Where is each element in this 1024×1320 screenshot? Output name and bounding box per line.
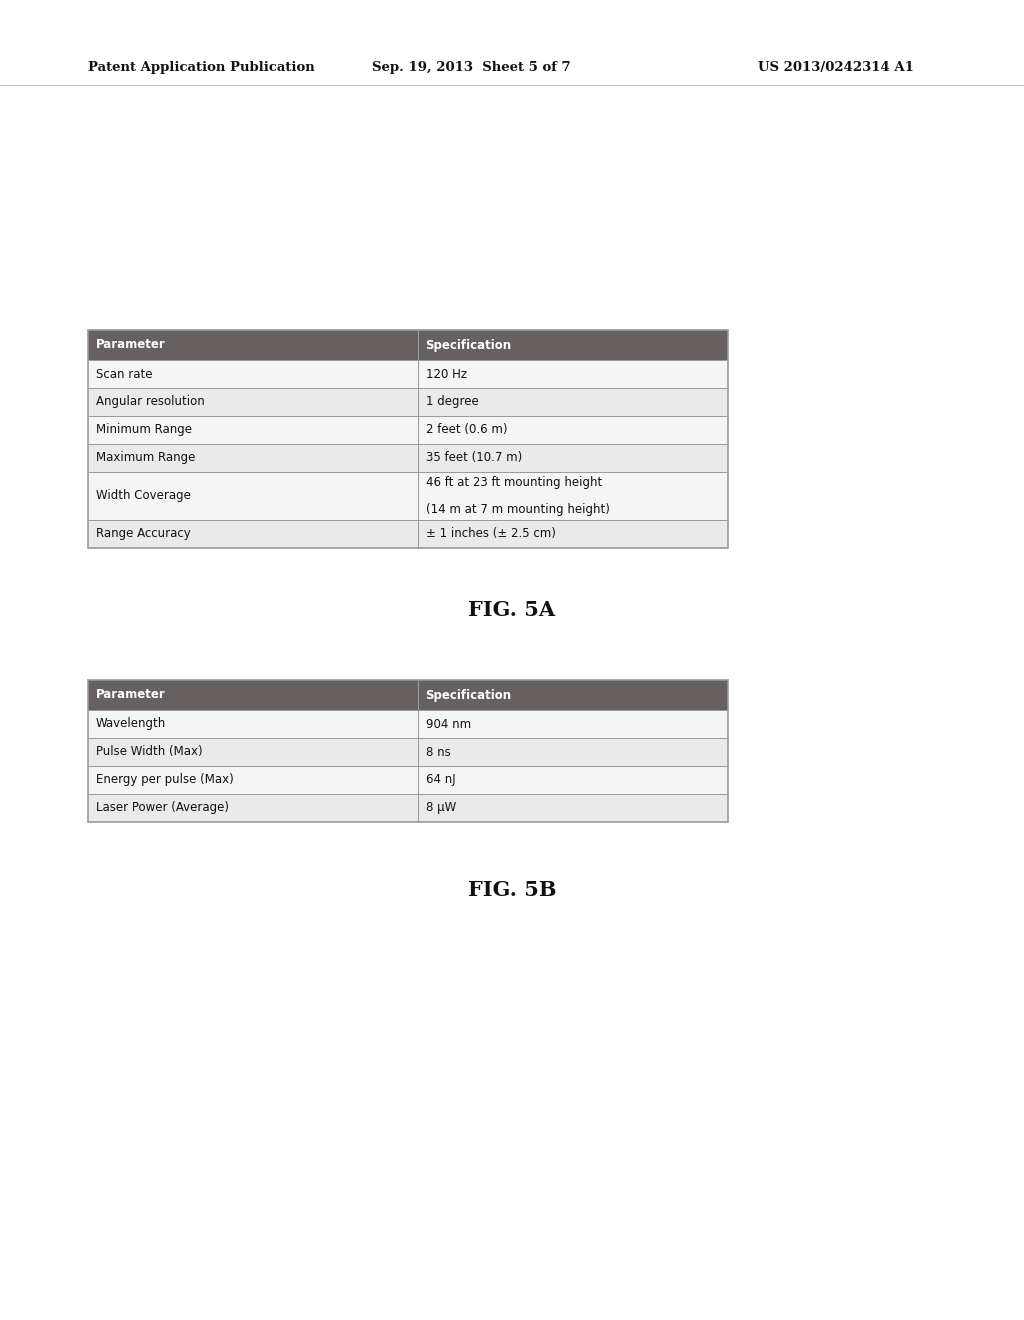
Text: US 2013/0242314 A1: US 2013/0242314 A1 [758, 62, 913, 74]
Bar [88, 795, 728, 822]
Bar [88, 330, 728, 548]
Bar [88, 680, 728, 822]
Text: Maximum Range: Maximum Range [96, 451, 196, 465]
Text: 2 feet (0.6 m): 2 feet (0.6 m) [426, 424, 507, 437]
Text: FIG. 5A: FIG. 5A [468, 601, 556, 620]
Text: 1 degree: 1 degree [426, 396, 478, 408]
Text: ± 1 inches (± 2.5 cm): ± 1 inches (± 2.5 cm) [426, 528, 555, 540]
Text: Patent Application Publication: Patent Application Publication [88, 62, 314, 74]
Text: Parameter: Parameter [96, 689, 166, 701]
Bar [88, 680, 728, 710]
Text: Specification: Specification [426, 689, 512, 701]
Text: (14 m at 7 m mounting height): (14 m at 7 m mounting height) [426, 503, 609, 516]
Text: 8 ns: 8 ns [426, 746, 451, 759]
Text: Width Coverage: Width Coverage [96, 490, 190, 503]
Text: Minimum Range: Minimum Range [96, 424, 193, 437]
Text: Parameter: Parameter [96, 338, 166, 351]
Bar [88, 766, 728, 795]
Bar [88, 520, 728, 548]
Text: Scan rate: Scan rate [96, 367, 153, 380]
Bar [88, 388, 728, 416]
Bar [88, 416, 728, 444]
Text: Angular resolution: Angular resolution [96, 396, 205, 408]
Text: Pulse Width (Max): Pulse Width (Max) [96, 746, 203, 759]
Text: FIG. 5B: FIG. 5B [468, 880, 556, 900]
Bar [88, 473, 728, 520]
Text: Specification: Specification [426, 338, 512, 351]
Text: 904 nm: 904 nm [426, 718, 471, 730]
Bar [88, 444, 728, 473]
Text: Sep. 19, 2013  Sheet 5 of 7: Sep. 19, 2013 Sheet 5 of 7 [372, 62, 570, 74]
Bar [88, 738, 728, 766]
Text: 46 ft at 23 ft mounting height: 46 ft at 23 ft mounting height [426, 477, 602, 488]
Text: Energy per pulse (Max): Energy per pulse (Max) [96, 774, 233, 787]
Text: Wavelength: Wavelength [96, 718, 166, 730]
Text: 35 feet (10.7 m): 35 feet (10.7 m) [426, 451, 522, 465]
Bar [88, 330, 728, 360]
Bar [88, 710, 728, 738]
Bar [88, 360, 728, 388]
Text: 64 nJ: 64 nJ [426, 774, 456, 787]
Text: 120 Hz: 120 Hz [426, 367, 467, 380]
Text: 8 μW: 8 μW [426, 801, 456, 814]
Text: Range Accuracy: Range Accuracy [96, 528, 190, 540]
Text: Laser Power (Average): Laser Power (Average) [96, 801, 229, 814]
